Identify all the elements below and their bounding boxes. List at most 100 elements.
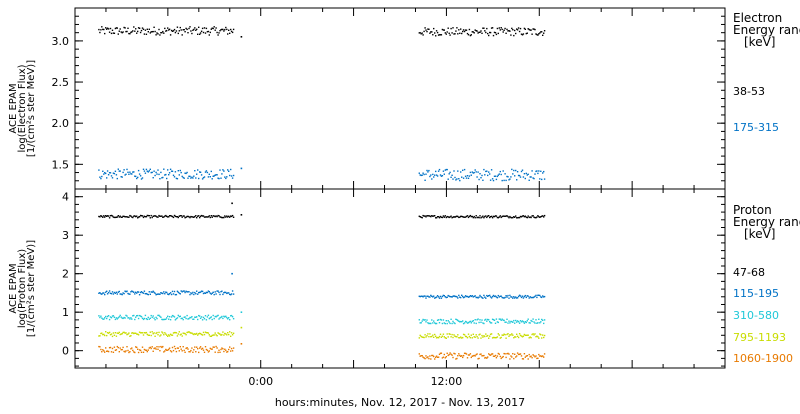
data-point-electron-175-315 [108,172,111,174]
data-point-proton-1060-1900 [232,347,235,349]
data-point-proton-795-1193 [442,333,445,335]
data-point-proton-310-580 [200,316,203,318]
data-point-proton-795-1193 [432,334,434,336]
data-point-proton-47-68 [131,216,133,218]
data-point-proton-1060-1900 [222,348,224,350]
data-point-proton-795-1193 [167,335,169,337]
data-point-proton-1060-1900 [177,347,179,349]
data-point-proton-310-580 [137,317,140,320]
data-point-proton-1060-1900 [159,350,161,352]
data-point-proton-795-1193 [205,332,208,334]
data-point-proton-310-580 [180,317,182,320]
data-point-proton-310-580 [115,317,118,319]
data-point-proton-47-68 [429,215,431,217]
data-point-proton-47-68 [515,215,517,217]
data-point-proton-47-68 [162,216,164,218]
data-point-electron-38-53 [528,28,530,31]
data-point-proton-47-68 [103,215,105,217]
data-point-proton-1060-1900 [520,355,523,357]
data-point-proton-1060-1900 [444,357,446,359]
data-point-proton-310-580 [521,320,524,322]
data-point-proton-795-1193 [102,333,104,336]
data-point-proton-310-580 [538,318,540,320]
data-point-proton-115-195 [99,292,101,294]
data-point-proton-1060-1900 [129,351,131,353]
data-point-proton-310-580 [528,322,530,324]
data-point-proton-115-195 [522,297,525,299]
data-point-proton-115-195 [439,295,442,298]
data-point-proton-115-195 [149,293,151,295]
data-point-proton-795-1193 [152,333,154,335]
data-point-electron-38-53 [200,30,203,32]
data-point-electron-38-53 [421,32,423,34]
data-point-proton-1060-1900 [213,346,215,348]
data-point-electron-175-315 [232,174,235,177]
data-point-proton-115-195 [213,293,215,296]
data-point-proton-115-195 [434,297,436,299]
data-point-proton-310-580 [464,320,467,323]
data-point-proton-47-68 [220,216,222,218]
data-point-proton-795-1193 [480,337,482,339]
data-point-proton-115-195 [148,291,150,293]
data-point-proton-310-580 [434,322,436,324]
data-point-electron-38-53 [136,32,138,34]
y-axis-label-proton: log(Proton Flux) [17,249,28,328]
data-point-proton-795-1193 [139,332,142,334]
data-point-proton-115-195 [164,293,166,295]
data-point-proton-310-580 [125,314,127,317]
data-point-proton-47-68 [137,216,140,218]
data-point-electron-38-53 [167,27,169,29]
data-point-proton-795-1193 [230,335,232,337]
data-point-proton-310-580 [428,322,430,325]
data-point-proton-115-195 [531,296,533,299]
data-point-proton-115-195 [458,294,460,297]
data-point-proton-1060-1900 [194,346,196,348]
data-point-proton-1060-1900 [124,351,126,353]
legend-entry-proton: 310-580 [733,309,779,322]
data-point-proton-115-195 [120,293,122,295]
data-point-electron-175-315 [200,174,203,176]
data-point-proton-310-580 [106,315,109,318]
data-point-electron-175-315 [434,174,436,176]
data-point-electron-38-53 [501,28,503,31]
data-point-proton-310-580 [110,317,113,319]
data-point-electron-175-315 [510,176,512,178]
data-point-proton-310-580 [541,318,543,321]
data-point-proton-47-68 [493,215,496,218]
data-point-proton-47-68 [427,215,429,217]
data-point-proton-115-195 [519,295,522,297]
data-point-electron-175-315 [116,177,118,180]
data-point-proton-47-68 [422,214,424,217]
data-point-proton-47-68 [129,214,131,217]
data-point-proton-115-195 [504,296,506,299]
data-point-electron-175-315 [503,179,505,182]
data-point-proton-115-195 [424,295,426,297]
data-point-proton-115-195 [145,292,148,295]
data-point-proton-47-68 [231,214,234,217]
data-point-electron-175-315 [470,174,472,176]
data-point-proton-115-195 [511,296,513,298]
data-point-electron-38-53 [224,28,226,31]
data-point-electron-38-53 [467,34,470,36]
data-point-proton-115-195 [514,297,516,299]
data-point-proton-310-580 [484,319,486,321]
data-point-proton-47-68 [464,216,467,218]
y-tick-label-proton: 3 [62,229,69,242]
data-point-electron-175-315 [496,175,499,178]
data-point-electron-175-315 [418,172,420,174]
data-point-proton-47-68 [497,217,499,219]
data-point-electron-175-315 [502,170,504,172]
data-point-proton-310-580 [494,322,497,324]
data-point-electron-175-315 [433,176,435,178]
data-point-proton-795-1193 [462,333,465,336]
data-point-proton-47-68 [499,215,501,217]
data-point-electron-38-53 [104,32,106,35]
data-point-proton-310-580 [421,320,423,322]
data-point-proton-47-68 [99,216,101,218]
data-point-proton-310-580 [424,319,426,321]
data-point-proton-47-68 [426,215,428,217]
data-point-electron-175-315 [114,170,117,172]
data-point-electron-175-315 [520,170,523,173]
data-point-electron-175-315 [175,177,178,180]
